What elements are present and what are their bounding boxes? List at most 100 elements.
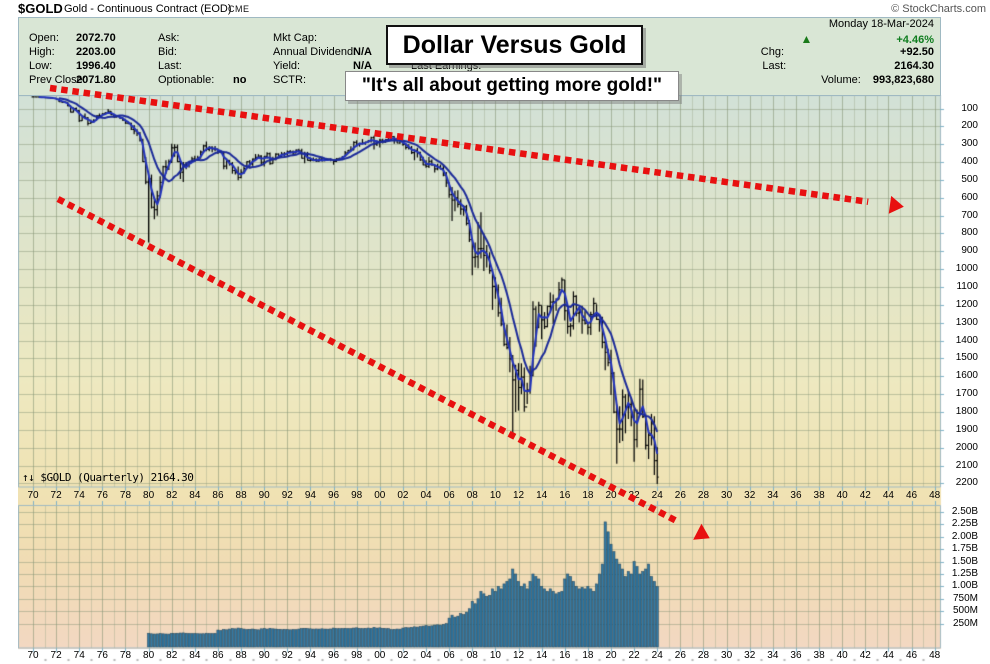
x-tick-label: 18 bbox=[582, 490, 594, 501]
x-tick-label: 88 bbox=[235, 650, 247, 661]
x-tick-label: 90 bbox=[258, 490, 270, 501]
x-tick-label: 12 bbox=[512, 650, 525, 661]
session-volume-row: Volume: 993,823,680 bbox=[821, 74, 934, 86]
price-volume-chart bbox=[18, 95, 968, 664]
percent-change: +4.46% bbox=[896, 34, 934, 46]
quote-value: N/A bbox=[353, 46, 372, 58]
quote-label: Prev Close: bbox=[29, 74, 86, 86]
quote-label: Ask: bbox=[158, 32, 180, 44]
quote-value: 1996.40 bbox=[76, 60, 116, 72]
x-tick-label: 78 bbox=[119, 490, 132, 501]
x-tick-label: 28 bbox=[697, 650, 710, 661]
volume-tick-label: 1.75B bbox=[951, 543, 978, 555]
x-tick-label: 32 bbox=[744, 490, 756, 501]
x-tick-label: 20 bbox=[605, 650, 617, 661]
x-tick-label: 04 bbox=[420, 650, 432, 661]
x-tick-label: 30 bbox=[721, 490, 733, 501]
x-tick-label: 08 bbox=[466, 650, 478, 661]
x-tick-label: 80 bbox=[143, 490, 155, 501]
price-tick-label: 900 bbox=[961, 245, 978, 257]
x-tick-label: 86 bbox=[212, 490, 224, 501]
quote-label: Annual Dividend: bbox=[273, 46, 357, 58]
quote-label: Last: bbox=[158, 60, 182, 72]
x-tick-label: 82 bbox=[166, 490, 178, 501]
x-tick-label: 36 bbox=[790, 490, 802, 501]
x-tick-label: 76 bbox=[96, 650, 108, 661]
x-tick-label: 86 bbox=[212, 650, 224, 661]
price-tick-label: 2200 bbox=[955, 477, 978, 489]
x-tick-label: 70 bbox=[27, 650, 39, 661]
session-last-row: Last: 2164.30 bbox=[762, 60, 934, 72]
price-tick-label: 2100 bbox=[955, 459, 978, 471]
volume-tick-label: 500M bbox=[952, 605, 978, 617]
x-tick-label: 90 bbox=[258, 650, 270, 661]
price-tick-label: 1300 bbox=[955, 316, 978, 328]
quote-value: 2072.70 bbox=[76, 32, 116, 44]
x-tick-label: 84 bbox=[189, 650, 201, 661]
volume-tick-label: 1.25B bbox=[951, 568, 978, 579]
price-tick-label: 1600 bbox=[955, 370, 978, 382]
x-tick-label: 48 bbox=[929, 650, 941, 661]
price-tick-label: 400 bbox=[961, 156, 978, 168]
up-triangle-icon: ▲ bbox=[800, 32, 813, 46]
volume-tick-label: 2.25B bbox=[951, 518, 978, 530]
x-tick-label: 02 bbox=[397, 490, 409, 501]
x-tick-label: 10 bbox=[489, 650, 501, 661]
x-tick-label: 14 bbox=[536, 490, 548, 501]
x-tick-label: 32 bbox=[744, 650, 756, 661]
price-tick-label: 700 bbox=[961, 209, 978, 221]
x-tick-label: 06 bbox=[443, 650, 455, 661]
volume-tick-label: 750M bbox=[952, 592, 978, 604]
x-tick-label: 94 bbox=[304, 490, 316, 501]
x-tick-label: 96 bbox=[327, 650, 340, 661]
quote-label: Mkt Cap: bbox=[273, 32, 318, 44]
x-tick-label: 82 bbox=[166, 650, 178, 661]
volume-tick-label: 2.50B bbox=[951, 506, 978, 517]
price-tick-label: 300 bbox=[961, 138, 978, 150]
x-tick-label: 16 bbox=[559, 490, 571, 501]
x-tick-label: 78 bbox=[119, 650, 132, 661]
price-tick-label: 500 bbox=[961, 173, 978, 185]
x-tick-label: 26 bbox=[674, 490, 686, 501]
price-tick-label: 600 bbox=[961, 191, 978, 203]
x-tick-label: 30 bbox=[721, 650, 733, 661]
session-chg-row: Chg: +92.50 bbox=[760, 46, 934, 58]
x-tick-label: 04 bbox=[420, 490, 432, 501]
annotation-quote-text: "It's all about getting more gold!" bbox=[361, 75, 663, 96]
x-tick-label: 98 bbox=[351, 490, 363, 501]
x-tick-label: 44 bbox=[882, 490, 894, 501]
quote-value: no bbox=[233, 74, 247, 86]
price-tick-label: 1800 bbox=[955, 406, 978, 418]
price-tick-label: 1000 bbox=[955, 263, 978, 275]
x-tick-label: 24 bbox=[651, 490, 663, 501]
x-tick-label: 74 bbox=[73, 490, 85, 501]
quote-label: Open: bbox=[29, 32, 59, 44]
x-tick-label: 14 bbox=[536, 650, 548, 661]
x-tick-label: 44 bbox=[882, 650, 894, 661]
price-tick-label: 2000 bbox=[955, 441, 978, 453]
annotation-title-text: Dollar Versus Gold bbox=[402, 30, 627, 59]
x-tick-label: 46 bbox=[905, 650, 918, 661]
price-tick-label: 1200 bbox=[955, 298, 978, 310]
x-tick-label: 34 bbox=[767, 650, 779, 661]
quote-label: Optionable: bbox=[158, 74, 215, 86]
session-pct-row: ▲ +4.46% bbox=[800, 32, 934, 46]
x-tick-label: 02 bbox=[397, 650, 409, 661]
quote-label: SCTR: bbox=[273, 74, 306, 86]
price-tick-label: 800 bbox=[961, 227, 978, 239]
quote-label: Bid: bbox=[158, 46, 177, 58]
x-tick-label: 96 bbox=[327, 490, 340, 501]
x-tick-label: 70 bbox=[27, 490, 39, 501]
price-tick-label: 1100 bbox=[956, 281, 978, 293]
x-tick-label: 18 bbox=[582, 650, 594, 661]
x-tick-label: 42 bbox=[859, 490, 871, 501]
x-tick-label: 08 bbox=[466, 490, 478, 501]
quote-label: High: bbox=[29, 46, 55, 58]
quote-label: Low: bbox=[29, 60, 53, 72]
x-tick-label: 12 bbox=[512, 490, 525, 501]
x-tick-label: 22 bbox=[628, 490, 640, 501]
x-tick-label: 92 bbox=[281, 490, 293, 501]
quote-label: Yield: bbox=[273, 60, 301, 72]
annotation-title-box: Dollar Versus Gold bbox=[386, 25, 643, 65]
